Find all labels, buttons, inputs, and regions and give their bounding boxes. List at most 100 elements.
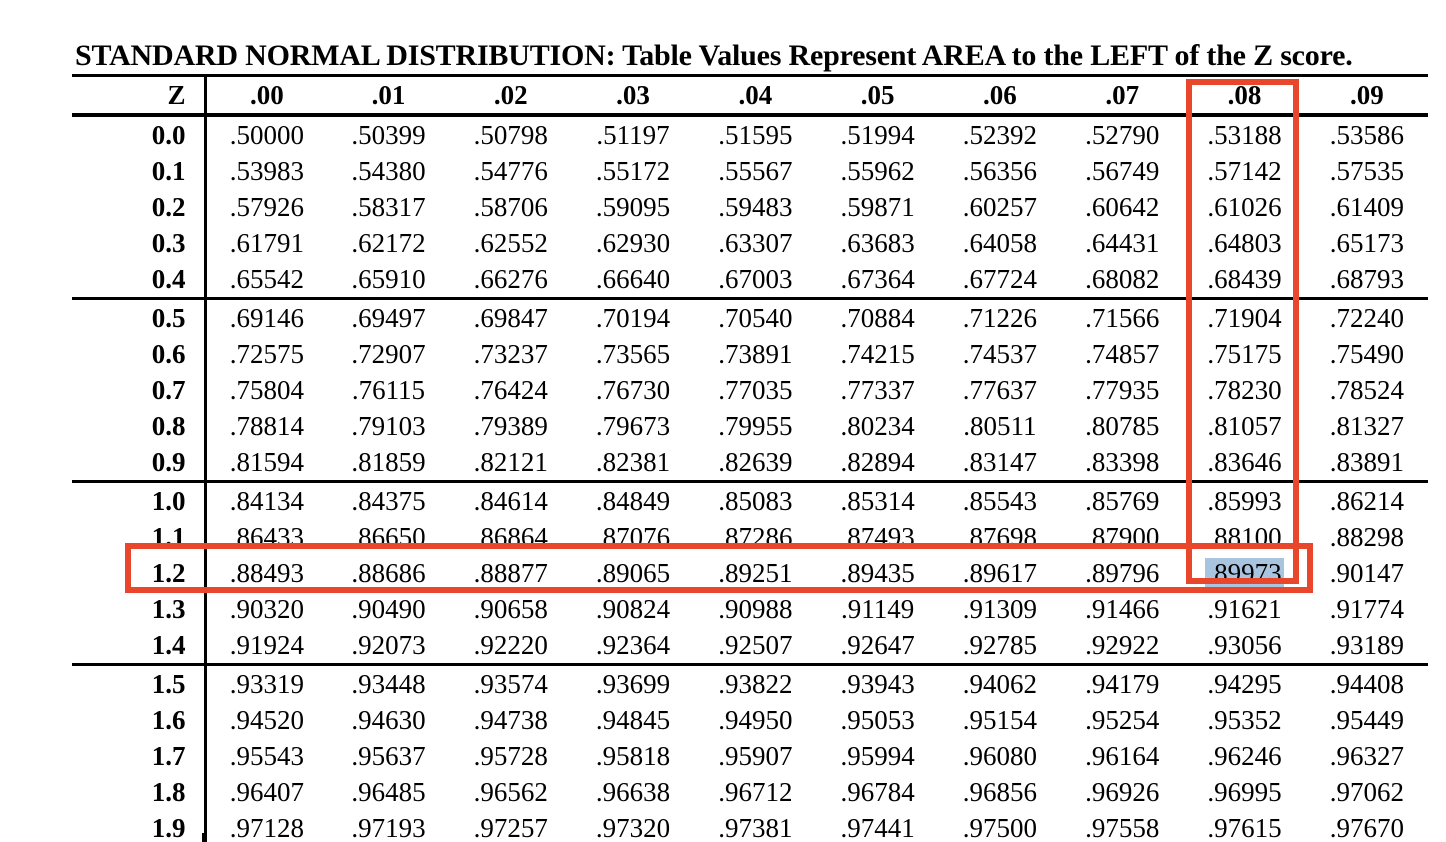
table-row: 0.8 .78814 .79103 .79389 .79673 .79955 .80234.… [72, 408, 1428, 444]
table-row: 0.4.65542.65910.66276.66640.67003.67364.… [72, 261, 1428, 300]
table-cell: .90320 [229, 594, 305, 624]
row-header: 1.0 [72, 481, 207, 519]
row-header: 1.6 [72, 702, 207, 738]
table-cell: .53586 [1329, 120, 1404, 150]
row-header: 0.8 [72, 408, 207, 444]
row-header: 1.4 [72, 627, 207, 666]
table-cell: .50399 [351, 120, 426, 150]
table-cell: .65910 [327, 261, 450, 300]
table-cell: .70540 [718, 303, 793, 333]
table-cell: .97381 [694, 810, 817, 842]
table-row: 0.0 .50000 .50399 .50798 .51197 .51595 .51994.… [72, 115, 1428, 153]
table-cell: .96638 [595, 777, 671, 807]
table-cell: .95154 [962, 705, 1038, 735]
table-cell: .96856 [962, 777, 1038, 807]
table-cell: .93448 [351, 669, 426, 699]
row-header: 1.2 [72, 555, 207, 591]
row-header: 0.7 [72, 372, 207, 408]
table-cell: .65173 [1329, 228, 1404, 258]
table-cell: .70194 [595, 303, 671, 333]
table-cell: .80785 [1085, 411, 1160, 441]
table-cell: .62172 [351, 228, 426, 258]
table-cell: .53188 [1207, 120, 1282, 150]
table-cell: .56356 [962, 156, 1038, 186]
table-cell: .59095 [595, 192, 671, 222]
table-cell: .96485 [351, 777, 426, 807]
table-cell: .92647 [816, 627, 939, 666]
table-cell: .97062 [1329, 777, 1404, 807]
table-row: 0.3 .61791 .62172 .62552 .62930 .63307 .63683.… [72, 225, 1428, 261]
table-cell: .90658 [473, 594, 548, 624]
row-header: 1.9 [72, 810, 207, 842]
table-cell: .97193 [327, 810, 450, 842]
table-cell: .88100 [1207, 522, 1282, 552]
title-block: STANDARD NORMAL DISTRIBUTION: Table Valu… [72, 33, 1428, 77]
table-cell: .84375 [351, 486, 426, 516]
table-cell: .86433 [229, 522, 305, 552]
table-cell: .96995 [1207, 777, 1282, 807]
table-cell: .96246 [1207, 741, 1282, 771]
table-row: 1.8 .96407 .96485 .96562 .96638 .96712 .96784.… [72, 774, 1428, 810]
table-cell: .59871 [840, 192, 915, 222]
column-header: .00 [205, 77, 328, 117]
corner-header-z: Z [72, 77, 207, 117]
table-cell: .58317 [351, 192, 426, 222]
table-cell: .89065 [595, 558, 671, 588]
table-cell: .96407 [229, 777, 305, 807]
table-cell: .85314 [840, 486, 915, 516]
table-cell: .74857 [1085, 339, 1160, 369]
table-cell: .88298 [1329, 522, 1404, 552]
table-cell: .89251 [718, 558, 793, 588]
table-cell: .70884 [840, 303, 915, 333]
z-table: Z .00.01.02.03.04.05.06.07.08.09 0.0 .500… [72, 77, 1428, 842]
table-cell: .85993 [1207, 486, 1282, 516]
table-cell: .89796 [1085, 558, 1160, 588]
table-cell: .55172 [595, 156, 671, 186]
table-cell: .91924 [205, 627, 328, 666]
column-header: .02 [449, 77, 572, 117]
table-cell: .87076 [595, 522, 671, 552]
table-cell: .95352 [1207, 705, 1282, 735]
table-cell: .54380 [351, 156, 426, 186]
table-cell: .94630 [351, 705, 426, 735]
table-cell: .57926 [229, 192, 305, 222]
table-cell: .50798 [473, 120, 548, 150]
table-cell: .89435 [840, 558, 915, 588]
table-cell: .89617 [962, 558, 1038, 588]
selected-cell-value[interactable]: .89973 [1205, 558, 1284, 588]
table-cell: .81057 [1207, 411, 1282, 441]
table-cell: .62552 [473, 228, 548, 258]
table-cell: .97615 [1183, 810, 1306, 842]
table-cell: .79389 [473, 411, 548, 441]
table-cell: .92922 [1061, 627, 1184, 666]
table-cell: .82639 [694, 444, 817, 483]
table-cell: .66276 [449, 261, 572, 300]
table-cell: .64431 [1085, 228, 1160, 258]
table-cell: .72575 [229, 339, 305, 369]
table-cell: .97128 [205, 810, 328, 842]
column-header: .07 [1061, 77, 1184, 117]
table-cell: .79103 [351, 411, 426, 441]
table-cell: .91149 [841, 594, 915, 624]
table-cell: .75490 [1329, 339, 1404, 369]
table-cell: .84849 [595, 486, 671, 516]
row-header: 0.1 [72, 153, 207, 189]
table-cell: .78230 [1207, 375, 1282, 405]
row-header: 0.5 [72, 298, 207, 336]
table-cell: .90490 [351, 594, 426, 624]
table-cell: .55567 [718, 156, 793, 186]
table-cell: .53983 [229, 156, 305, 186]
page-title: STANDARD NORMAL DISTRIBUTION: Table Valu… [75, 39, 1353, 72]
table-cell: .63307 [718, 228, 793, 258]
table-row: 1.9.97128.97193.97257.97320.97381.97441.… [72, 810, 1428, 842]
row-header: 1.5 [72, 664, 207, 702]
table-cell: .61791 [229, 228, 305, 258]
table-cell: .88877 [473, 558, 548, 588]
table-cell: .66640 [571, 261, 695, 300]
row-header: 1.8 [72, 774, 207, 810]
table-cell: .81594 [205, 444, 328, 483]
table-cell: .90824 [595, 594, 671, 624]
table-cell: .85083 [718, 486, 793, 516]
table-cell: .97558 [1061, 810, 1184, 842]
row-header: 1.7 [72, 738, 207, 774]
